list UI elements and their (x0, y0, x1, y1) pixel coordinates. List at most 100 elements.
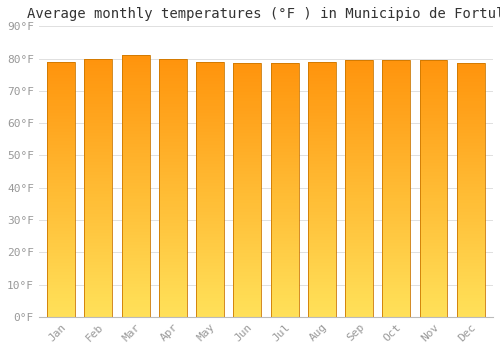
Bar (382, 182, 410, 185)
Bar (308, 71, 336, 75)
Bar (457, 63, 484, 317)
Bar (47, 100, 75, 103)
Bar (122, 68, 150, 72)
Bar (308, 141, 336, 145)
Bar (47, 285, 75, 288)
Bar (159, 130, 187, 133)
Bar (234, 203, 262, 206)
Bar (345, 166, 373, 169)
Bar (234, 174, 262, 177)
Bar (47, 138, 75, 141)
Bar (122, 131, 150, 134)
Bar (457, 298, 484, 301)
Bar (345, 237, 373, 240)
Bar (84, 152, 112, 155)
Bar (308, 288, 336, 291)
Bar (84, 298, 112, 301)
Bar (382, 298, 410, 301)
Bar (308, 106, 336, 110)
Bar (308, 291, 336, 294)
Bar (457, 228, 484, 231)
Bar (420, 224, 448, 227)
Bar (47, 298, 75, 301)
Bar (308, 62, 336, 317)
Bar (270, 79, 298, 82)
Bar (159, 265, 187, 268)
Bar (196, 158, 224, 161)
Bar (84, 58, 112, 317)
Bar (159, 58, 187, 317)
Bar (270, 225, 298, 228)
Bar (345, 60, 373, 63)
Bar (308, 161, 336, 164)
Bar (420, 179, 448, 182)
Bar (159, 136, 187, 139)
Bar (345, 63, 373, 66)
Bar (159, 155, 187, 159)
Bar (382, 281, 410, 285)
Bar (308, 256, 336, 259)
Bar (47, 304, 75, 307)
Bar (122, 238, 150, 242)
Bar (47, 62, 75, 65)
Bar (47, 132, 75, 135)
Bar (159, 142, 187, 146)
Bar (122, 150, 150, 153)
Bar (122, 281, 150, 284)
Bar (159, 194, 187, 197)
Bar (270, 206, 298, 209)
Bar (457, 231, 484, 235)
Bar (345, 83, 373, 86)
Bar (234, 152, 262, 155)
Bar (382, 217, 410, 220)
Bar (234, 159, 262, 162)
Bar (159, 314, 187, 317)
Bar (345, 163, 373, 166)
Bar (234, 250, 262, 253)
Bar (308, 97, 336, 100)
Bar (382, 250, 410, 253)
Bar (84, 168, 112, 172)
Bar (457, 209, 484, 212)
Bar (159, 126, 187, 130)
Bar (159, 204, 187, 207)
Bar (234, 298, 262, 301)
Bar (159, 139, 187, 142)
Bar (270, 231, 298, 235)
Bar (159, 214, 187, 217)
Bar (382, 92, 410, 96)
Bar (270, 269, 298, 272)
Bar (270, 266, 298, 269)
Bar (84, 142, 112, 146)
Bar (159, 88, 187, 91)
Bar (382, 166, 410, 169)
Bar (457, 222, 484, 225)
Bar (457, 142, 484, 146)
Bar (382, 201, 410, 204)
Bar (420, 281, 448, 285)
Bar (234, 184, 262, 187)
Bar (47, 113, 75, 116)
Bar (159, 281, 187, 285)
Bar (122, 274, 150, 278)
Bar (457, 288, 484, 292)
Bar (159, 259, 187, 262)
Bar (345, 185, 373, 189)
Bar (270, 187, 298, 190)
Bar (84, 207, 112, 210)
Bar (196, 218, 224, 221)
Bar (457, 168, 484, 171)
Bar (270, 146, 298, 149)
Bar (382, 304, 410, 307)
Bar (382, 275, 410, 278)
Bar (234, 301, 262, 304)
Bar (457, 196, 484, 200)
Bar (122, 206, 150, 209)
Bar (308, 218, 336, 221)
Bar (122, 137, 150, 140)
Bar (457, 111, 484, 114)
Bar (420, 79, 448, 83)
Bar (47, 183, 75, 186)
Bar (270, 66, 298, 70)
Bar (457, 234, 484, 238)
